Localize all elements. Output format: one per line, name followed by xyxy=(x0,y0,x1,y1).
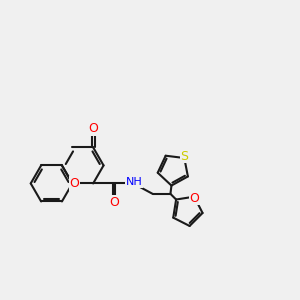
Text: O: O xyxy=(109,196,119,209)
Text: O: O xyxy=(69,177,79,190)
Text: NH: NH xyxy=(126,177,142,187)
Text: S: S xyxy=(180,150,188,163)
Text: O: O xyxy=(88,122,98,135)
Text: O: O xyxy=(189,192,199,205)
